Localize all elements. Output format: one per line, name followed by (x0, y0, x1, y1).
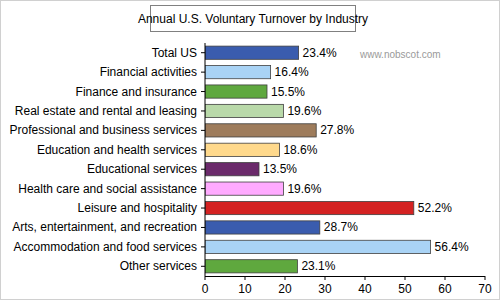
y-tick (201, 149, 205, 150)
y-tick (201, 246, 205, 247)
bar (205, 182, 283, 195)
y-tick (201, 227, 205, 228)
title: Annual U.S. Voluntary Turnover by Indust… (138, 12, 368, 26)
y-tick (201, 72, 205, 73)
category-label: Leisure and hospitality (78, 201, 197, 215)
bar (205, 124, 316, 137)
bar (205, 143, 279, 156)
data-label: 28.7% (324, 220, 358, 234)
y-axis (205, 43, 206, 276)
data-label: 15.5% (271, 85, 305, 99)
x-tick (285, 276, 286, 280)
bars (205, 46, 431, 273)
x-tick-label: 70 (478, 282, 492, 296)
x-tick (485, 276, 486, 280)
category-label: Finance and insurance (76, 85, 198, 99)
data-label: 19.6% (287, 104, 321, 118)
x-tick (245, 276, 246, 280)
category-label: Health care and social assistance (18, 182, 197, 196)
category-label: Other services (120, 259, 197, 273)
y-tick (201, 169, 205, 170)
data-label: 19.6% (287, 182, 321, 196)
y-tick (201, 110, 205, 111)
data-label: 27.8% (320, 123, 354, 137)
bar (205, 66, 271, 79)
category-label: Real estate and rental and leasing (15, 104, 197, 118)
x-tick (405, 276, 406, 280)
frame (1, 1, 500, 300)
bar (205, 163, 259, 176)
y-tick (201, 188, 205, 189)
data-label: 16.4% (275, 65, 309, 79)
x-tick (205, 276, 206, 280)
y-tick (201, 52, 205, 53)
x-tick-label: 50 (398, 282, 412, 296)
data-label: 23.4% (303, 46, 337, 60)
bar (205, 240, 431, 253)
data-label: 23.1% (301, 259, 335, 273)
category-label: Educational services (87, 162, 197, 176)
bar (205, 85, 267, 98)
category-label: Professional and business services (10, 123, 197, 137)
data-label: 52.2% (418, 201, 452, 215)
x-tick-label: 30 (318, 282, 332, 296)
y-tick (201, 208, 205, 209)
chart: Annual U.S. Voluntary Turnover by Indust… (0, 0, 500, 300)
x-tick-label: 0 (202, 282, 209, 296)
x-tick-label: 40 (358, 282, 372, 296)
category-label: Accommodation and food services (14, 240, 197, 254)
category-label: Education and health services (37, 143, 197, 157)
y-tick (201, 130, 205, 131)
bar (205, 104, 283, 117)
x-tick (445, 276, 446, 280)
y-tick (201, 266, 205, 267)
data-label: 18.6% (283, 143, 317, 157)
x-tick-label: 10 (238, 282, 252, 296)
y-tick (201, 91, 205, 92)
x-tick-label: 20 (278, 282, 292, 296)
x-tick (325, 276, 326, 280)
x-tick (365, 276, 366, 280)
x-tick-label: 60 (438, 282, 452, 296)
bar (205, 221, 320, 234)
data-label: 13.5% (263, 162, 297, 176)
data-label: 56.4% (435, 240, 469, 254)
category-label: Financial activities (100, 65, 197, 79)
category-label: Arts, entertainment, and recreation (12, 220, 197, 234)
x-axis (205, 276, 485, 277)
watermark: www.nobscot.com (359, 49, 441, 60)
bar (205, 46, 299, 59)
category-label: Total US (152, 46, 197, 60)
bar (205, 201, 414, 214)
bar (205, 260, 297, 273)
